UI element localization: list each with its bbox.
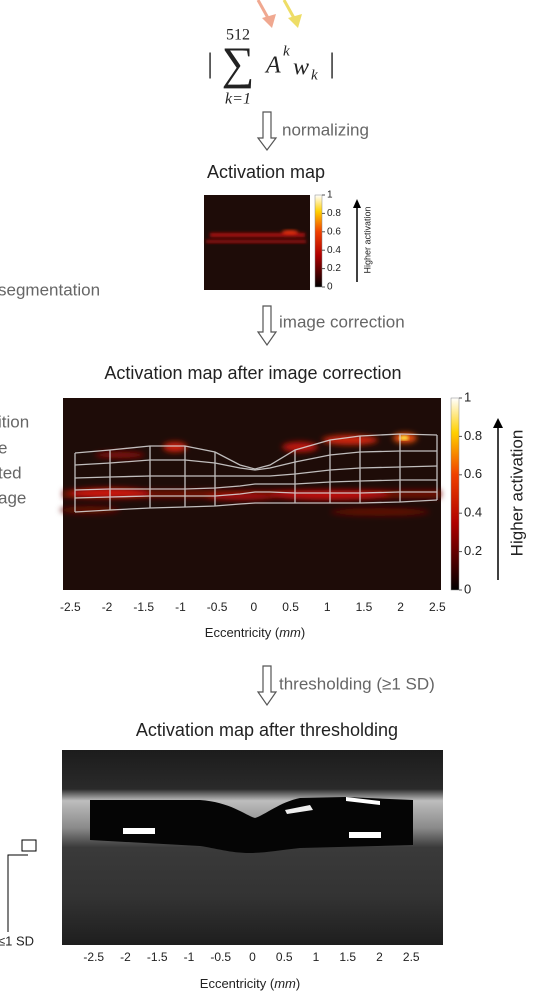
sum-sign: ∑ xyxy=(222,38,255,89)
abs-close: | xyxy=(329,48,335,79)
figure: | 512 ∑ k=1 A k w k | normalizing image … xyxy=(0,0,535,995)
formula: | 512 ∑ k=1 A k w k | xyxy=(207,27,335,108)
x-tick-label: -2 xyxy=(120,950,131,964)
x-tick-label: 2.5 xyxy=(429,600,446,614)
side-label: age xyxy=(0,488,26,507)
x-tick-label: -1.5 xyxy=(147,950,168,964)
x-label-unit: mm xyxy=(274,976,296,991)
side-label: ted xyxy=(0,463,22,482)
term-sub: k xyxy=(311,67,318,83)
step-arrow xyxy=(258,306,276,345)
step-arrow xyxy=(258,112,276,150)
colorbar-tick-label: 0.6 xyxy=(327,226,341,237)
x-tick-label: -1 xyxy=(184,950,195,964)
colorbar-tick-label: 1 xyxy=(464,389,471,404)
x-tick-label: 1.5 xyxy=(339,950,356,964)
sum-lower: k=1 xyxy=(225,91,251,108)
x-tick-label: -0.5 xyxy=(207,600,228,614)
panel-title: Activation map xyxy=(207,162,325,182)
x-tick-label: 1 xyxy=(313,950,320,964)
colorbar-tick-label: 0.2 xyxy=(464,543,482,558)
panel-title: Activation map after image correction xyxy=(104,363,401,383)
side-label: ≤1 SD xyxy=(0,933,34,948)
corrected-heatmap xyxy=(60,398,441,590)
x-tick-label: 0 xyxy=(249,950,256,964)
colorbar-tick-label: 0.4 xyxy=(327,245,341,256)
abs-open: | xyxy=(207,48,213,79)
x-tick-label: 0.5 xyxy=(282,600,299,614)
colorbar-tick-label: 0.6 xyxy=(464,466,482,481)
colorbar-ticks: 0 0.2 0.4 0.6 0.8 1 xyxy=(322,190,341,293)
x-label-text: Eccentricity ( xyxy=(205,625,280,640)
colorbar-tick-label: 0.2 xyxy=(327,263,341,274)
side-label: segmentation xyxy=(0,280,100,299)
x-tick-label: -2.5 xyxy=(60,600,81,614)
x-tick-label: -1.5 xyxy=(133,600,154,614)
x-tick-label: -2 xyxy=(102,600,113,614)
term-sup: k xyxy=(283,43,290,59)
colorbar-label: Higher activation xyxy=(362,206,372,273)
x-tick-label: -1 xyxy=(175,600,186,614)
input-arrows xyxy=(258,0,302,28)
x-tick-label: 2 xyxy=(376,950,383,964)
colorbar-ticks: 0 0.2 0.4 0.6 0.8 1 xyxy=(459,389,482,596)
x-tick-label: -0.5 xyxy=(210,950,231,964)
x-label-text: ) xyxy=(296,976,300,991)
x-axis-label: Eccentricity (mm) xyxy=(200,976,300,991)
colorbar-tick-label: 0 xyxy=(464,581,471,596)
x-axis-label: Eccentricity (mm) xyxy=(205,625,305,640)
sd-key xyxy=(8,840,36,932)
colorbar xyxy=(451,398,459,590)
x-tick-label: -2.5 xyxy=(83,950,104,964)
up-arrow-head xyxy=(353,199,361,208)
term-base: A xyxy=(264,53,281,79)
step-arrow xyxy=(258,666,276,705)
colorbar-tick-label: 0.4 xyxy=(464,505,482,520)
x-axis: -2.5 -2 -1.5 -1 -0.5 0 0.5 1 1.5 2 2.5 xyxy=(83,946,420,964)
x-axis: -2.5 -2 -1.5 -1 -0.5 0 0.5 1 1.5 2 2.5 xyxy=(60,596,446,614)
x-tick-label: 0 xyxy=(250,600,257,614)
colorbar xyxy=(315,195,322,287)
side-label: e xyxy=(0,438,7,457)
x-label-text: Eccentricity ( xyxy=(200,976,275,991)
x-tick-label: 1 xyxy=(324,600,331,614)
step-label: thresholding (≥1 SD) xyxy=(279,674,435,693)
small-heatmap xyxy=(204,195,310,290)
panel-title: Activation map after thresholding xyxy=(136,720,398,740)
x-tick-label: 2.5 xyxy=(403,950,420,964)
x-tick-label: 0.5 xyxy=(276,950,293,964)
step-label: image correction xyxy=(279,312,405,331)
x-label-text: ) xyxy=(301,625,305,640)
colorbar-tick-label: 1 xyxy=(327,190,333,201)
oct-image xyxy=(62,750,443,945)
colorbar-tick-label: 0.8 xyxy=(327,208,341,219)
x-tick-label: 1.5 xyxy=(356,600,373,614)
x-label-unit: mm xyxy=(279,625,301,640)
side-label: ition xyxy=(0,412,29,431)
term-weight: w xyxy=(293,55,309,81)
x-tick-label: 2 xyxy=(397,600,404,614)
colorbar-tick-label: 0.8 xyxy=(464,428,482,443)
colorbar-tick-label: 0 xyxy=(327,282,333,293)
up-arrow-head xyxy=(493,418,503,428)
step-label: normalizing xyxy=(282,120,369,139)
colorbar-label: Higher activation xyxy=(507,430,526,557)
